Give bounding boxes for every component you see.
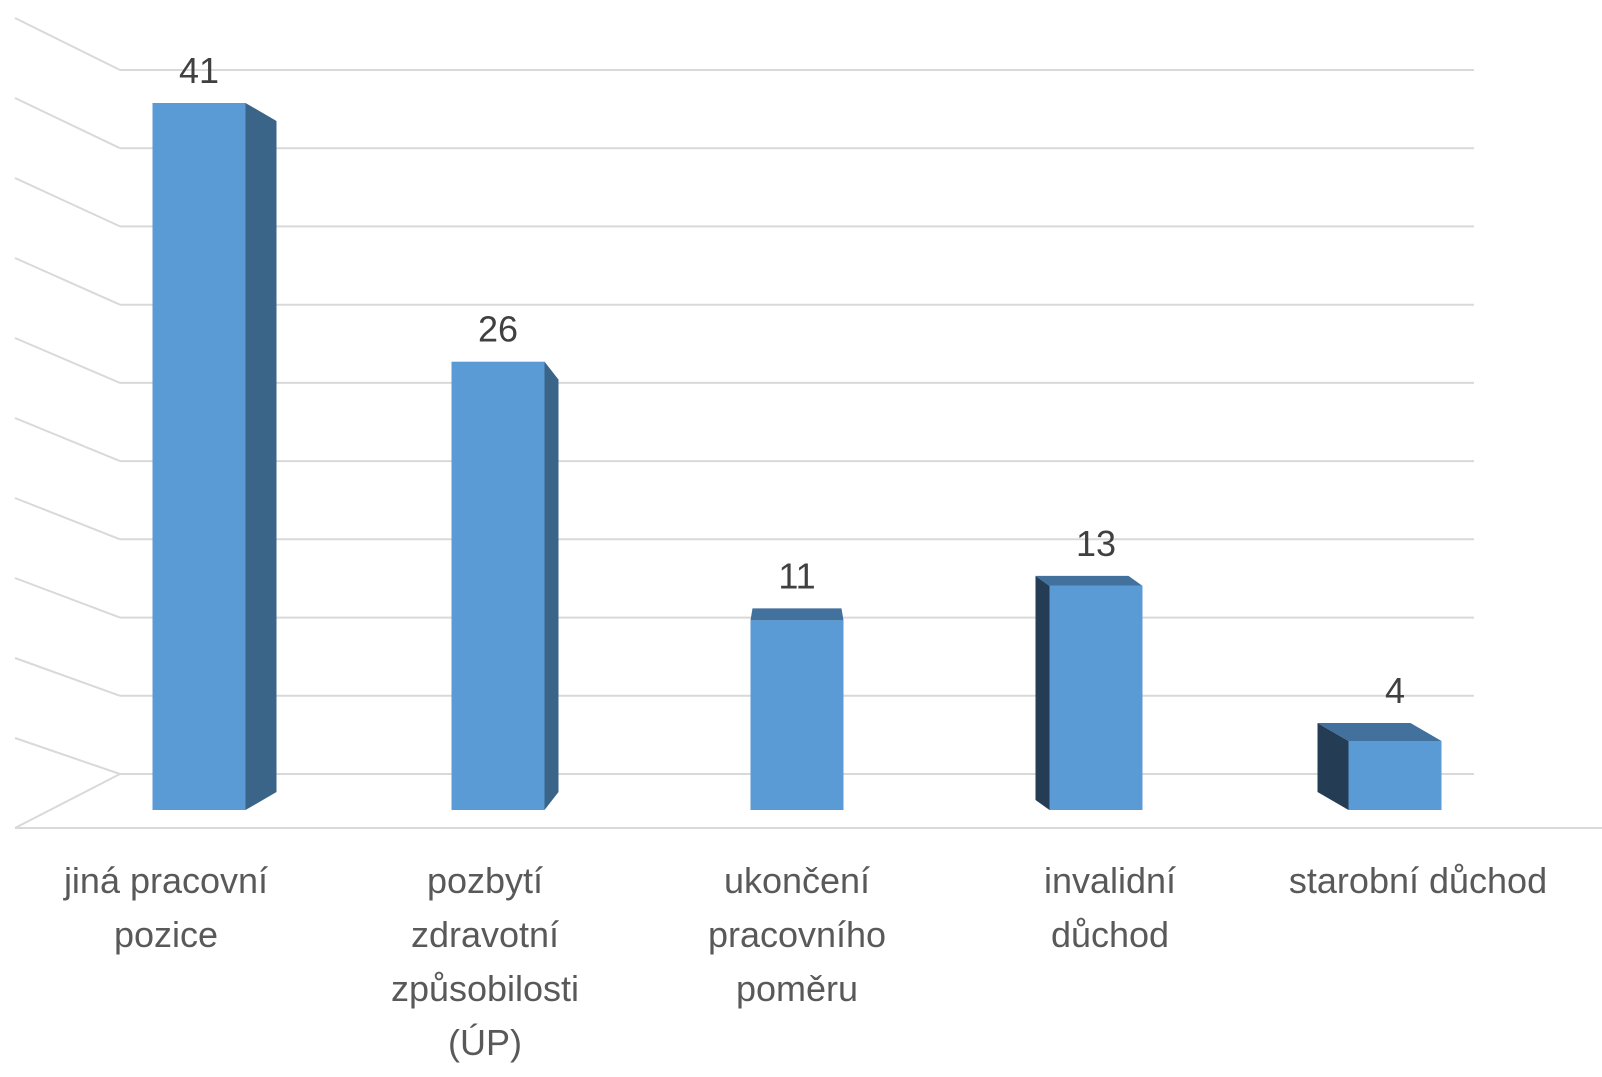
bar [1035, 575, 1143, 810]
data-labels: 41 26 11 13 4 [179, 50, 1405, 711]
gridline-side [14, 97, 121, 150]
chart-floor [14, 773, 1602, 829]
bars [152, 103, 1442, 810]
gridline-side [14, 497, 121, 541]
bar-side-face [1317, 723, 1349, 810]
bar [750, 608, 844, 810]
category-label-line: ukončení [723, 860, 871, 901]
category-label: jiná pracovní pozice [16, 854, 316, 962]
bar-front-face [1049, 585, 1143, 810]
bar-side-face [544, 361, 559, 810]
bar-top-face [1035, 575, 1143, 586]
bar [451, 361, 559, 810]
data-label: 26 [478, 309, 518, 350]
gridline-side [14, 17, 121, 71]
bar-front-face [451, 361, 545, 810]
gridline-side [14, 737, 121, 775]
data-label: 11 [778, 555, 815, 596]
category-label-line: poměru [735, 968, 859, 1009]
bar-front-face [152, 103, 246, 810]
gridline-side [14, 177, 121, 228]
category-label-line: invalidní [1043, 860, 1177, 901]
category-label: ukončení pracovního poměru [647, 854, 947, 1016]
gridline-side [14, 337, 121, 384]
category-label-line: starobní důchod [1288, 860, 1548, 901]
category-label: invalidní důchod [960, 854, 1260, 962]
category-label-line: zdravotní [410, 914, 560, 955]
bar-front-face [750, 620, 844, 810]
floor-side-edge [14, 773, 121, 829]
gridline-side [14, 657, 121, 697]
bar-side-face [1035, 575, 1050, 810]
data-label: 4 [1385, 670, 1405, 711]
category-label-line: způsobilosti [390, 968, 580, 1009]
gridline-side [14, 577, 121, 619]
data-label: 41 [179, 50, 219, 91]
category-label-line: důchod [1050, 914, 1170, 955]
category-label-line: pozbytí [426, 860, 544, 901]
category-label-line: jiná pracovní [63, 860, 269, 901]
gridline-side [14, 257, 121, 306]
bar-front-face [1348, 741, 1442, 810]
bar [152, 103, 277, 810]
category-label: starobní důchod [1268, 854, 1568, 908]
bar-top-face [750, 608, 844, 621]
gridline-side [14, 417, 121, 463]
category-label-line: (ÚP) [448, 1022, 522, 1063]
data-label: 13 [1076, 523, 1116, 564]
category-label-line: pozice [113, 914, 219, 955]
bar-side-face [245, 103, 277, 810]
bar [1317, 723, 1442, 810]
category-label: pozbytí zdravotní způsobilosti (ÚP) [335, 854, 635, 1070]
bar-top-face [1317, 723, 1442, 742]
category-label-line: pracovního [707, 914, 887, 955]
